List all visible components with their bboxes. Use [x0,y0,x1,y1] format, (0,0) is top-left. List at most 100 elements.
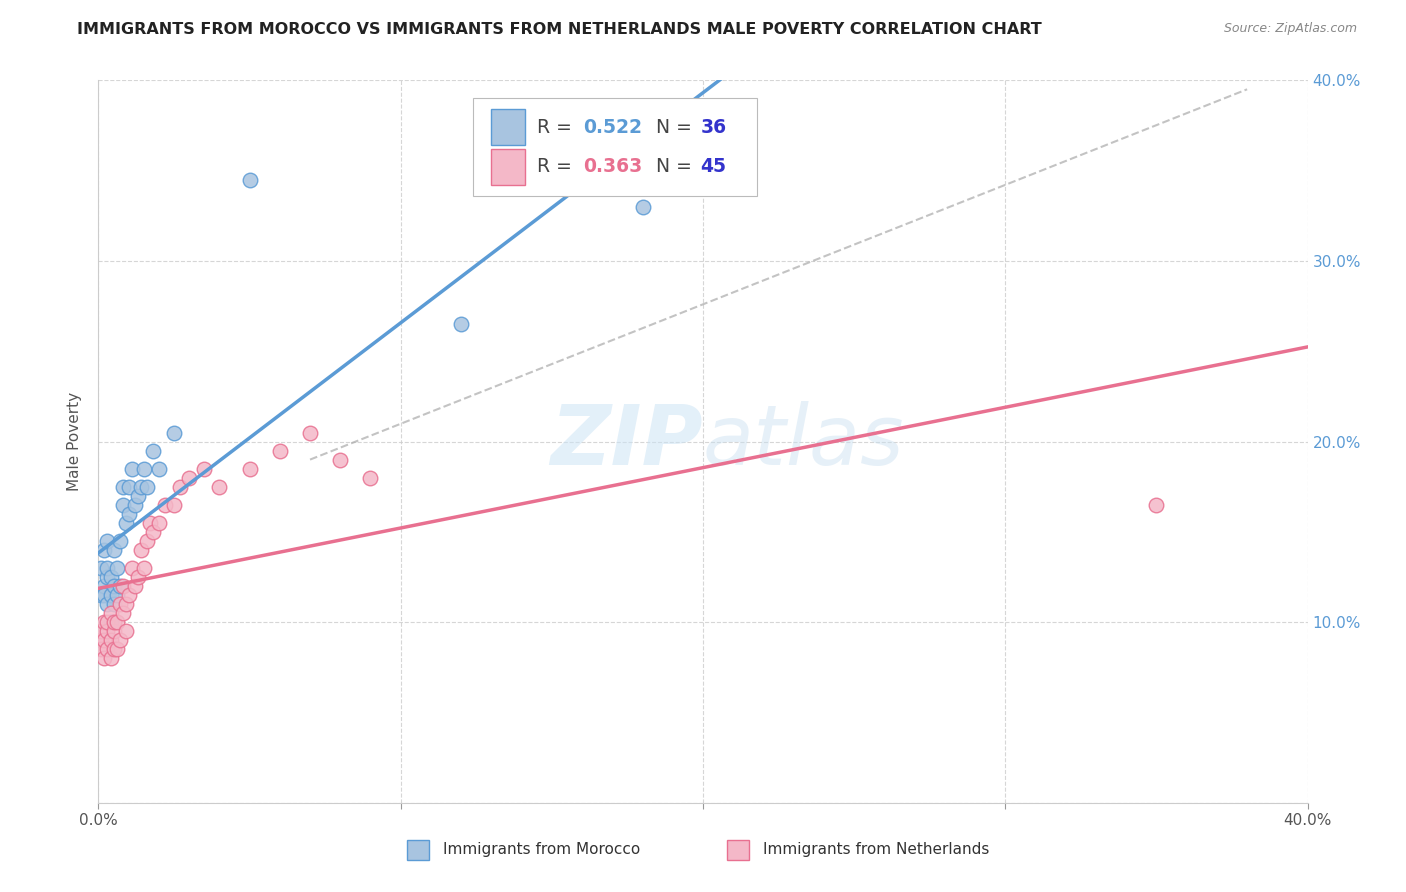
Point [103,624,125,639]
Point [93,542,115,557]
Point [129,480,152,494]
Point [108,597,131,611]
Text: 45: 45 [700,158,727,177]
Point [153,498,176,512]
Text: N =: N = [638,158,697,177]
Point [90,588,112,602]
Point [127,570,149,584]
Point [148,461,170,475]
Point [103,542,125,557]
Text: R =: R = [537,158,578,177]
Text: ZIP: ZIP [550,401,703,482]
Point [90,642,112,657]
Point [96,561,118,575]
Text: N =: N = [638,118,697,136]
Point [100,606,122,620]
Text: 0.363: 0.363 [583,158,643,177]
Point [148,516,170,530]
Point [299,425,322,440]
Point [108,633,131,648]
Point [96,624,118,639]
Point [179,471,201,485]
FancyBboxPatch shape [474,98,758,196]
Point [118,507,141,521]
Point [108,533,131,548]
Point [132,461,155,475]
Point [90,633,112,648]
FancyBboxPatch shape [492,109,526,145]
Point [93,615,115,630]
Point [208,480,231,494]
Point [132,561,155,575]
Point [100,651,122,665]
Point [93,579,115,593]
Point [105,561,128,575]
Point [163,425,186,440]
Point [169,480,191,494]
Point [100,615,122,630]
Point [135,480,157,494]
Point [105,588,128,602]
Point [103,579,125,593]
Text: 36: 36 [700,118,727,136]
Point [105,615,128,630]
Point [103,615,125,630]
Point [96,615,118,630]
Point [93,651,115,665]
Point [121,561,143,575]
Point [96,642,118,657]
Point [114,597,136,611]
Point [239,461,262,475]
Point [163,498,186,512]
Point [93,633,115,648]
FancyBboxPatch shape [492,149,526,185]
Point [111,480,134,494]
Point [111,579,134,593]
Point [139,516,162,530]
Point [193,461,215,475]
Point [360,471,382,485]
Point [103,597,125,611]
Point [121,461,143,475]
Point [96,570,118,584]
Point [96,533,118,548]
Point [631,200,654,214]
Point [114,516,136,530]
FancyBboxPatch shape [727,839,749,860]
Point [100,633,122,648]
Point [124,498,146,512]
Point [129,542,152,557]
Text: Immigrants from Morocco: Immigrants from Morocco [443,842,640,857]
Text: IMMIGRANTS FROM MOROCCO VS IMMIGRANTS FROM NETHERLANDS MALE POVERTY CORRELATION : IMMIGRANTS FROM MOROCCO VS IMMIGRANTS FR… [77,22,1042,37]
Point [118,588,141,602]
Text: 0.522: 0.522 [583,118,643,136]
Point [103,642,125,657]
Point [142,443,165,458]
Point [111,606,134,620]
Point [1144,498,1167,512]
Y-axis label: Male Poverty: Male Poverty [67,392,83,491]
Point [269,443,291,458]
Point [111,498,134,512]
Text: R =: R = [537,118,578,136]
Text: atlas: atlas [703,401,904,482]
Text: Source: ZipAtlas.com: Source: ZipAtlas.com [1223,22,1357,36]
Text: Immigrants from Netherlands: Immigrants from Netherlands [763,842,990,857]
Point [90,561,112,575]
Point [90,624,112,639]
Point [127,489,149,503]
Point [135,533,157,548]
Point [124,579,146,593]
Point [100,570,122,584]
Point [142,524,165,539]
FancyBboxPatch shape [406,839,429,860]
Point [105,642,128,657]
Point [329,452,352,467]
Point [100,588,122,602]
Point [96,597,118,611]
Point [114,624,136,639]
Point [108,579,131,593]
Point [239,172,262,186]
Point [118,480,141,494]
Point [450,317,472,331]
